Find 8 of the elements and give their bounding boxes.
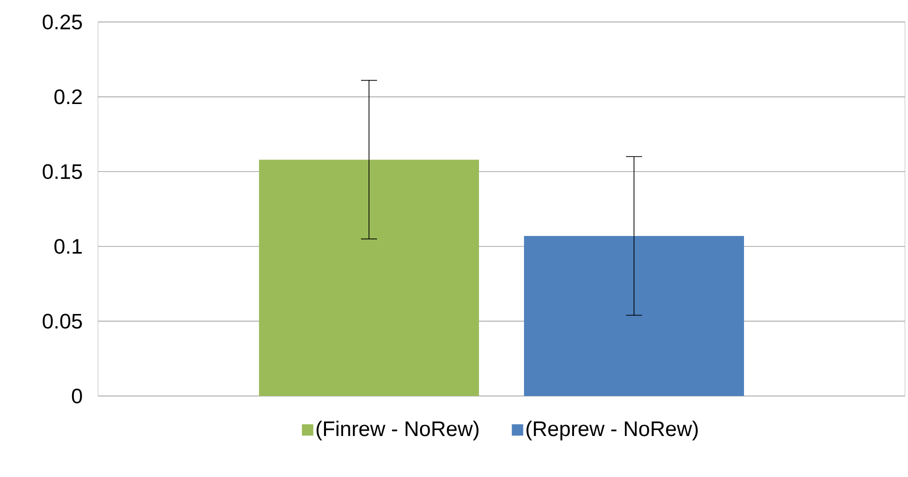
y-tick-label: 0.1 — [54, 238, 82, 254]
y-tick-label: 0.05 — [42, 314, 82, 329]
y-tick-label: 0.25 — [42, 14, 82, 30]
legend-label: (Reprew - NoRew) — [526, 420, 698, 440]
legend-label: (Finrew - NoRew) — [316, 420, 478, 440]
y-tick-label: 0.2 — [54, 89, 82, 104]
y-tick-label: 0 — [72, 388, 82, 404]
y-tick-label: 0.15 — [42, 164, 82, 180]
